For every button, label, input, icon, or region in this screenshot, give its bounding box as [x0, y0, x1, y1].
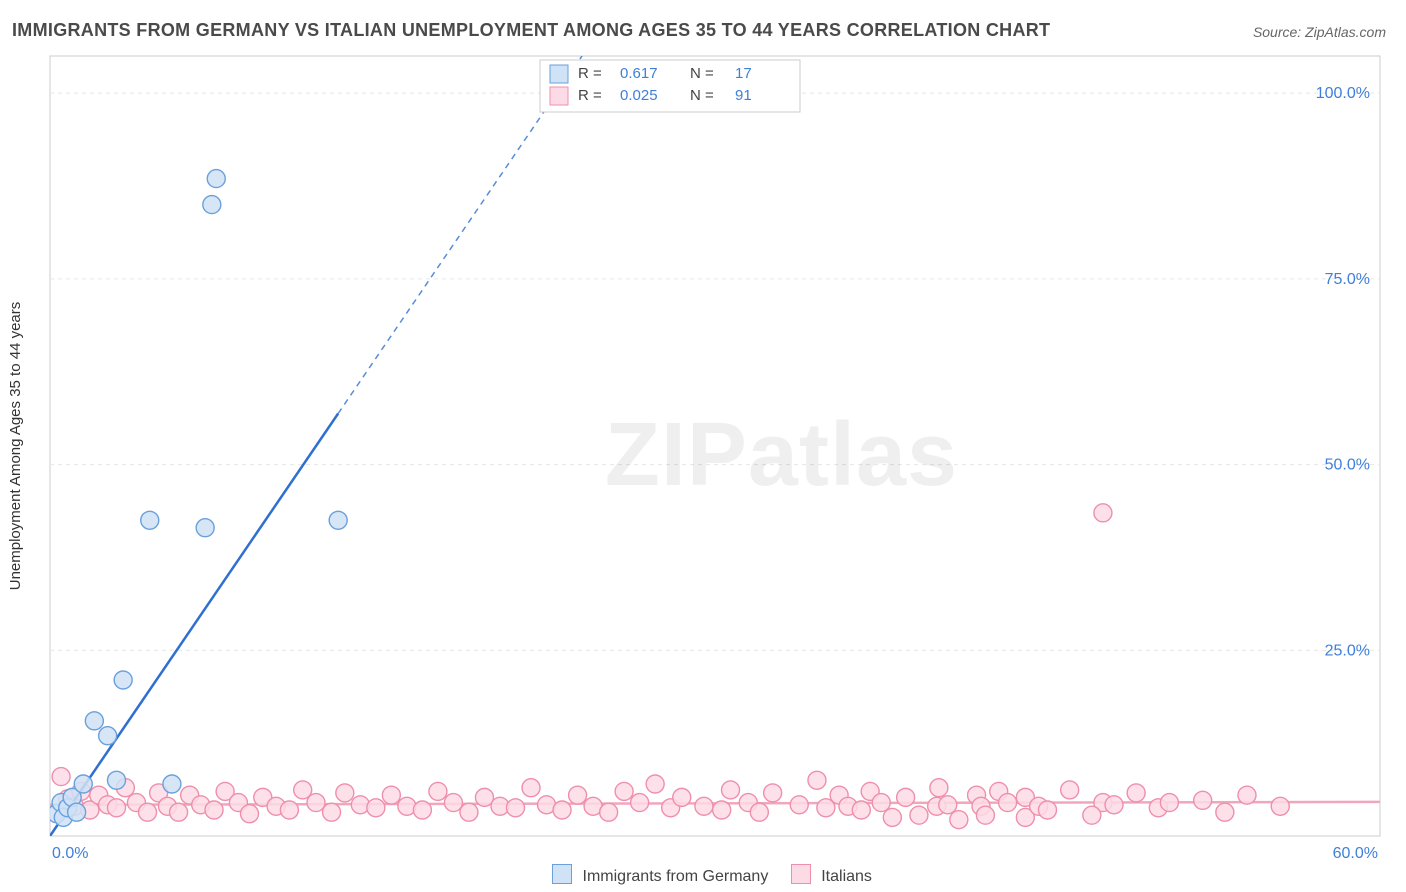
svg-text:50.0%: 50.0% — [1325, 457, 1370, 474]
svg-text:100.0%: 100.0% — [1316, 85, 1370, 102]
svg-text:60.0%: 60.0% — [1333, 845, 1378, 862]
svg-text:R =: R = — [578, 65, 602, 82]
svg-text:N =: N = — [690, 65, 714, 82]
svg-text:ZIPatlas: ZIPatlas — [605, 405, 958, 505]
svg-text:25.0%: 25.0% — [1325, 642, 1370, 659]
svg-text:0.617: 0.617 — [620, 65, 658, 82]
legend-swatch-italians — [791, 864, 811, 884]
svg-text:N =: N = — [690, 87, 714, 104]
bottom-legend: Immigrants from Germany Italians — [0, 864, 1406, 886]
svg-text:75.0%: 75.0% — [1325, 271, 1370, 288]
svg-text:Unemployment Among Ages 35 to: Unemployment Among Ages 35 to 44 years — [7, 302, 24, 591]
svg-text:0.025: 0.025 — [620, 87, 658, 104]
svg-text:R =: R = — [578, 87, 602, 104]
svg-text:91: 91 — [735, 87, 752, 104]
legend-label-italians: Italians — [821, 868, 872, 885]
svg-text:17: 17 — [735, 65, 752, 82]
svg-text:0.0%: 0.0% — [52, 845, 88, 862]
correlation-scatter-chart: 25.0% 50.0% 75.0% 100.0% 0.0% 60.0% Unemployme… — [0, 0, 1406, 892]
legend-swatch-germany — [552, 864, 572, 884]
legend-label-germany: Immigrants from Germany — [583, 868, 769, 885]
